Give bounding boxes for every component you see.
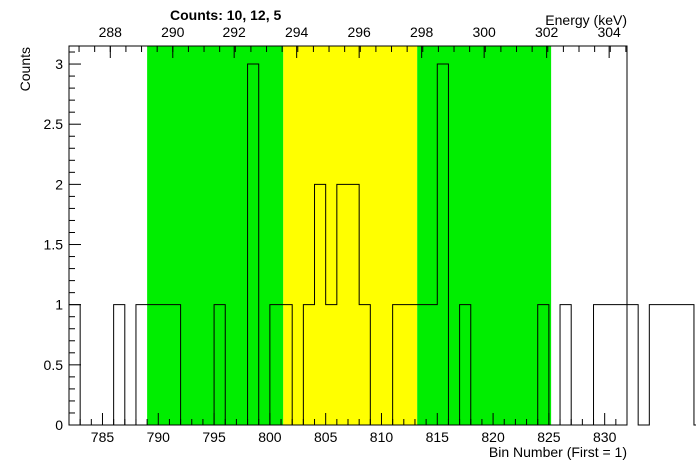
x-tick-label: 815: [426, 429, 450, 445]
x-tick-label: 785: [91, 429, 115, 445]
x-tick-label: 820: [481, 429, 505, 445]
y-tick-label: 1: [55, 297, 63, 313]
x-tick-label: 810: [370, 429, 394, 445]
x-tick-label: 825: [537, 429, 561, 445]
top-tick-label: 298: [410, 24, 434, 40]
x-axis-label: Bin Number (First = 1): [489, 444, 627, 460]
top-tick-label: 296: [347, 24, 371, 40]
y-tick-label: 2.5: [44, 116, 64, 132]
energy-bands: [147, 46, 552, 425]
top-tick-label: 290: [161, 24, 185, 40]
top-tick-label: 304: [597, 24, 621, 40]
top-tick-label: 300: [472, 24, 496, 40]
x-tick-label: 830: [593, 429, 617, 445]
top-tick-label: 302: [535, 24, 559, 40]
y-axis-label: Counts: [17, 47, 33, 91]
top-tick-label: 294: [285, 24, 309, 40]
band-0: [147, 46, 284, 425]
x-axis-bottom: 785 790 795 800 805 810 815 820 825 830: [79, 413, 617, 445]
x-tick-label: 795: [202, 429, 226, 445]
top-axis-label: Energy (keV): [545, 12, 627, 28]
y-axis-left: 0 0.5 1 1.5 2 2.5 3: [44, 51, 81, 433]
top-tick-label: 288: [99, 24, 123, 40]
y-tick-label: 1.5: [44, 237, 64, 253]
x-tick-label: 800: [258, 429, 282, 445]
band-1: [283, 46, 418, 425]
y-tick-label: 0: [55, 417, 63, 433]
x-tick-label: 805: [314, 429, 338, 445]
y-tick-label: 2: [55, 176, 63, 192]
x-axis-top-energy: 288 290 292 294 296 298 300 302 304: [78, 24, 627, 58]
y-tick-label: 3: [55, 56, 63, 72]
chart-title: Counts: 10, 12, 5: [170, 7, 281, 23]
y-tick-label: 0.5: [44, 357, 64, 373]
top-tick-label: 292: [222, 24, 246, 40]
x-tick-label: 790: [147, 429, 171, 445]
band-2: [417, 46, 552, 425]
